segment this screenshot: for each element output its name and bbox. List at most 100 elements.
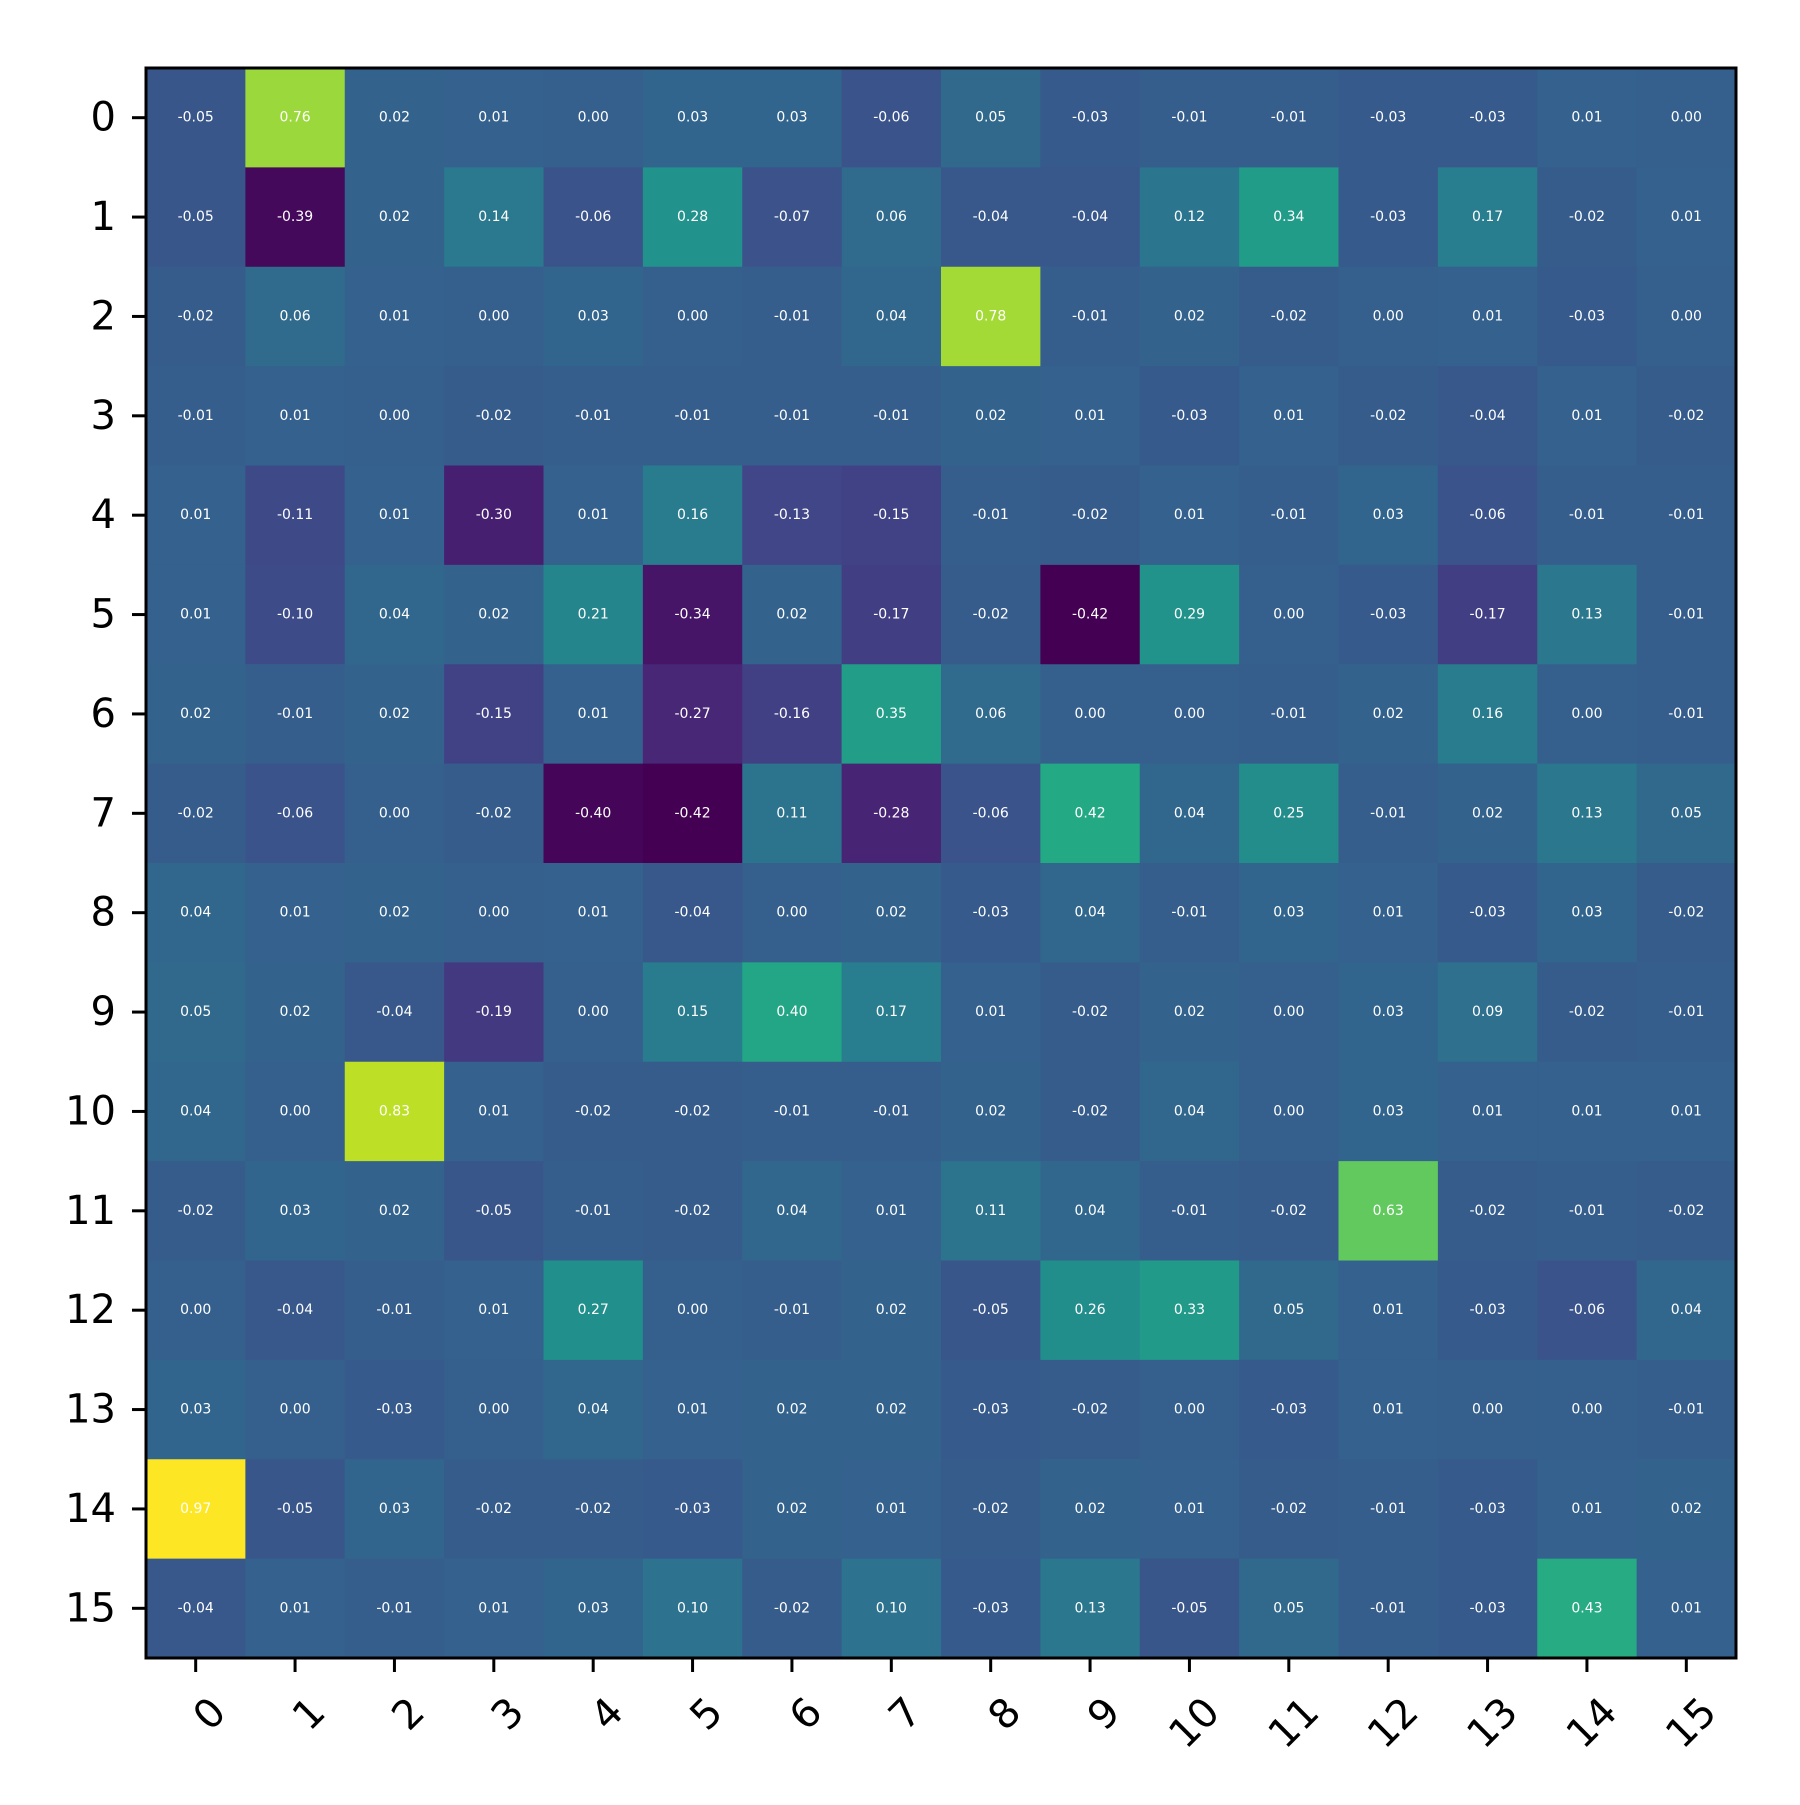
heatmap-cell <box>1139 1558 1240 1659</box>
cell-value-label: -0.05 <box>277 1501 313 1517</box>
cell-value-label: -0.04 <box>1072 209 1108 225</box>
cell-value-label: -0.15 <box>476 706 512 722</box>
heatmap-cell <box>444 1161 545 1262</box>
cell-value-label: 0.00 <box>1671 110 1702 126</box>
heatmap-cell <box>146 366 246 467</box>
heatmap-cell <box>1537 564 1638 665</box>
cell-value-label: -0.30 <box>476 507 512 523</box>
heatmap-cell <box>1437 763 1538 864</box>
cell-value-label: 0.01 <box>876 1501 907 1517</box>
cell-value-label: -0.06 <box>1469 507 1505 523</box>
heatmap-cell <box>444 564 545 665</box>
cell-value-label: 0.03 <box>1373 1004 1404 1020</box>
cell-value-label: -0.02 <box>674 1103 710 1119</box>
cell-value-label: -0.03 <box>1469 1600 1505 1616</box>
cell-value-label: 0.16 <box>677 507 708 523</box>
heatmap-cell <box>146 266 246 367</box>
cell-value-label: 0.10 <box>876 1600 907 1616</box>
cell-value-label: -0.01 <box>774 1302 810 1318</box>
heatmap-cell <box>742 266 843 367</box>
cell-value-label: -0.06 <box>277 805 313 821</box>
heatmap-cell <box>941 366 1041 467</box>
cell-value-label: 0.01 <box>677 1402 708 1418</box>
cell-value-label: 0.02 <box>1174 1004 1205 1020</box>
cell-value-label: 0.04 <box>776 1203 807 1219</box>
cell-value-label: 0.01 <box>876 1203 907 1219</box>
cell-value-label: 0.97 <box>180 1501 211 1517</box>
cell-value-label: -0.01 <box>873 1103 909 1119</box>
cell-value-label: 0.34 <box>1273 209 1304 225</box>
y-tick-label: 7 <box>91 790 116 836</box>
cell-value-label: -0.02 <box>1271 308 1307 324</box>
heatmap-cell <box>146 465 246 566</box>
heatmap-cell <box>543 863 644 963</box>
cell-value-label: 0.00 <box>1174 706 1205 722</box>
heatmap-cell <box>841 1459 942 1560</box>
cell-value-label: 0.00 <box>1571 1402 1602 1418</box>
heatmap-cell <box>344 664 445 765</box>
cell-value-label: 0.01 <box>478 1600 509 1616</box>
cell-value-label: 0.05 <box>975 110 1006 126</box>
cell-value-label: -0.02 <box>1072 1103 1108 1119</box>
cell-value-label: -0.01 <box>1668 706 1704 722</box>
cell-value-label: -0.03 <box>1370 209 1406 225</box>
cell-value-label: -0.17 <box>1469 607 1505 623</box>
heatmap-cell <box>543 1359 644 1460</box>
cell-value-label: 0.29 <box>1174 607 1205 623</box>
heatmap-cell <box>1537 1359 1638 1460</box>
heatmap-cell <box>444 962 545 1063</box>
heatmap-cell <box>344 962 445 1063</box>
heatmap-cell <box>1139 564 1240 665</box>
cell-value-label: 0.02 <box>876 905 907 921</box>
cell-value-label: -0.03 <box>376 1402 412 1418</box>
heatmap-cell <box>742 68 843 168</box>
heatmap-cell-labels: -0.05 0.76 0.02 0.01 0.00 0.03 0.03 -0.06 0.05 -0… <box>178 110 1705 1617</box>
heatmap-cell <box>1537 1061 1638 1162</box>
heatmap-cell <box>1338 664 1439 765</box>
heatmap-cell <box>1139 1161 1240 1262</box>
cell-value-label: -0.01 <box>674 408 710 424</box>
y-tick-label: 12 <box>65 1287 116 1333</box>
heatmap-cell <box>1537 1558 1638 1659</box>
heatmap-cell <box>543 366 644 467</box>
cell-value-label: 0.01 <box>379 308 410 324</box>
cell-value-label: 0.01 <box>279 408 310 424</box>
cell-value-label: 0.01 <box>180 507 211 523</box>
cell-value-label: 0.03 <box>180 1402 211 1418</box>
cell-value-label: 0.02 <box>478 607 509 623</box>
heatmap-cell <box>1537 1260 1638 1361</box>
heatmap-cell <box>1239 68 1340 168</box>
heatmap-cell <box>344 863 445 963</box>
heatmap-cell <box>543 564 644 665</box>
y-tick-label: 9 <box>91 989 116 1035</box>
heatmap-cell <box>1139 863 1240 963</box>
cell-value-label: 0.03 <box>578 308 609 324</box>
cell-value-label: 0.01 <box>1571 1501 1602 1517</box>
heatmap-cell <box>245 266 346 367</box>
heatmap-cell <box>742 1061 843 1162</box>
cell-value-label: 0.76 <box>279 110 310 126</box>
heatmap-cell <box>1239 1061 1340 1162</box>
cell-value-label: -0.02 <box>674 1203 710 1219</box>
heatmap-cell <box>841 962 942 1063</box>
heatmap-cell <box>1537 465 1638 566</box>
cell-value-label: -0.03 <box>674 1501 710 1517</box>
cell-value-label: -0.02 <box>476 805 512 821</box>
cell-value-label: -0.02 <box>1469 1203 1505 1219</box>
heatmap-cell <box>1239 664 1340 765</box>
cell-value-label: -0.04 <box>674 905 710 921</box>
cell-value-label: 0.02 <box>975 1103 1006 1119</box>
cell-value-label: 0.02 <box>379 1203 410 1219</box>
cell-value-label: 0.01 <box>1671 209 1702 225</box>
heatmap-cell <box>344 1459 445 1560</box>
heatmap-cell <box>444 1061 545 1162</box>
cell-value-label: 0.83 <box>379 1103 410 1119</box>
cell-value-label: -0.02 <box>1668 1203 1704 1219</box>
cell-value-label: -0.04 <box>973 209 1009 225</box>
cell-value-label: 0.06 <box>876 209 907 225</box>
cell-value-label: 0.01 <box>1571 110 1602 126</box>
cell-value-label: 0.04 <box>180 1103 211 1119</box>
y-tick-label: 3 <box>91 393 116 439</box>
